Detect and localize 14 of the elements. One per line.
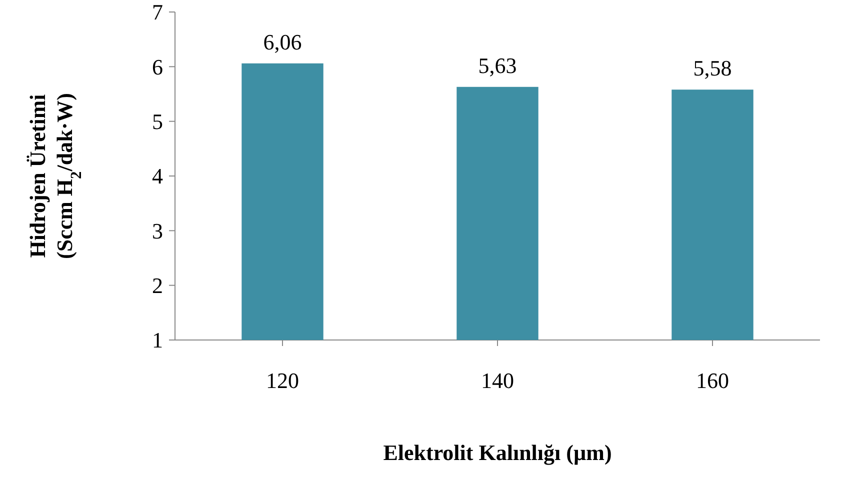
y-tick-label: 6	[152, 54, 163, 80]
y-tick-label: 5	[152, 109, 163, 134]
y-tick-label: 1	[152, 328, 163, 353]
y-tick-label: 7	[152, 0, 163, 25]
data-label: 5,58	[693, 56, 732, 81]
x-tick-label: 160	[696, 368, 729, 393]
x-tick-label: 120	[266, 368, 299, 393]
x-tick-label: 140	[481, 368, 514, 393]
y-tick-label: 2	[152, 273, 163, 298]
x-axis-title: Elektrolit Kalınlığı (µm)	[383, 440, 612, 465]
y-tick-label: 3	[152, 218, 163, 244]
y-tick-label: 4	[152, 164, 163, 189]
data-label: 6,06	[263, 29, 302, 54]
data-label: 5,63	[478, 52, 517, 78]
